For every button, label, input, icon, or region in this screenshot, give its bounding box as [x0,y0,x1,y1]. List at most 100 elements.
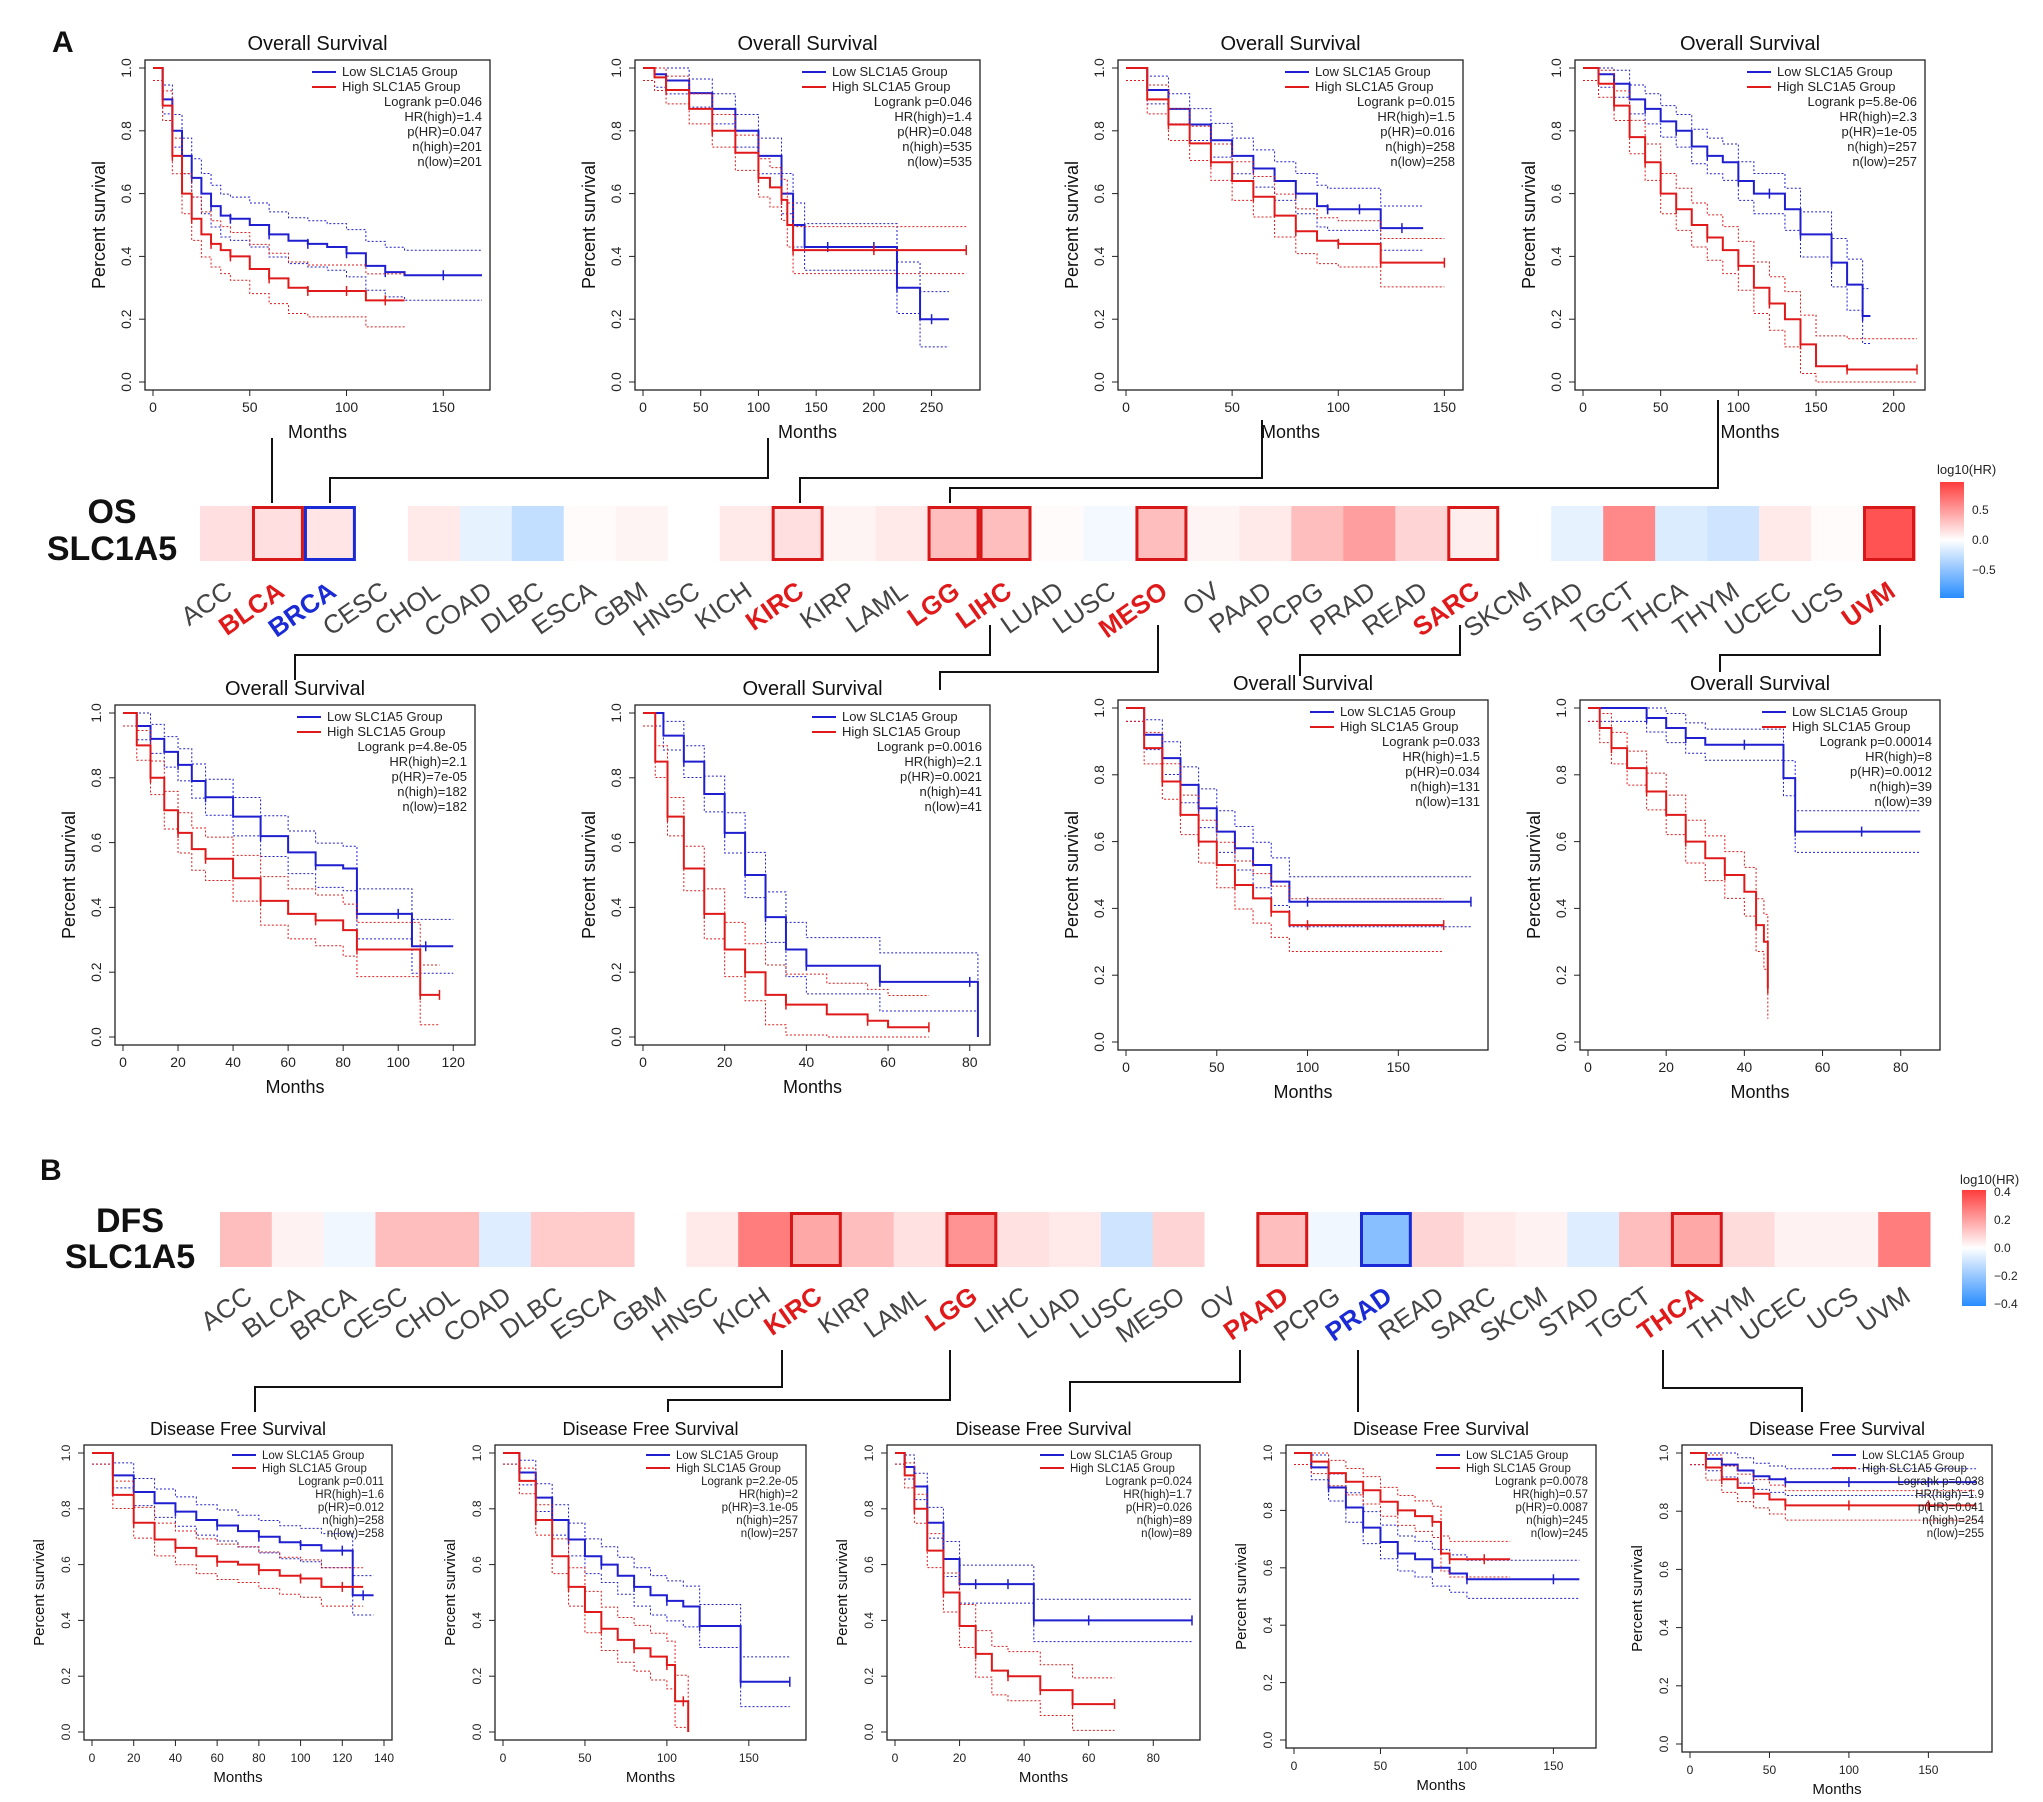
y-tick-label: 1.0 [1657,1444,1671,1461]
km-plot-paad-dfs: Disease Free Survival 0 20 40 60 80 Months 0.0 0… [834,1419,1201,1786]
ci-upper-high [643,712,929,996]
x-tick-label: 120 [332,1751,352,1765]
legend-entry: Low SLC1A5 Group [832,64,948,79]
legend-entry: Low SLC1A5 Group [1340,704,1456,719]
heat-cell-hnsc [686,1212,739,1267]
legend-entry: High SLC1A5 Group [1862,1463,1967,1475]
stat-annotation: Logrank p=5.8e-06 [1807,94,1917,109]
legend-entry: High SLC1A5 Group [1792,719,1911,734]
stat-annotation: p(HR)=1e-05 [1841,124,1917,139]
connector-line [1299,625,1461,676]
heat-cell-lihc [979,506,1033,561]
y-tick-label: 0.0 [88,1027,104,1047]
legend-entry: High SLC1A5 Group [832,79,951,94]
x-tick-label: 0 [1579,399,1587,415]
heat-cell-cesc [375,1212,428,1267]
heat-cell-luad [1049,1212,1102,1267]
ci-lower-low [1588,720,1921,853]
os-heatmap-title-line1: OS [87,493,136,531]
y-axis-label: Percent survival [442,1539,459,1646]
legend-entry: Low SLC1A5 Group [676,1450,778,1462]
x-tick-label: 50 [1209,1059,1225,1075]
heat-cell-kich [738,1212,791,1267]
y-tick-label: 0.8 [470,1500,484,1517]
x-axis-label: Months [1812,1781,1861,1798]
heat-cell-dlbc [530,1212,584,1267]
y-tick-label: 0.4 [1553,898,1569,918]
stat-annotation: n(low)=535 [907,154,972,169]
x-axis-label: Months [626,1769,675,1786]
plot-frame [634,59,981,391]
x-tick-label: 20 [127,1751,141,1765]
stat-annotation: n(low)=182 [402,799,467,814]
ci-upper-high [503,1452,689,1705]
heat-cell-lgg [927,506,981,561]
stat-annotation: n(high)=257 [736,1515,798,1527]
legend-entry: Low SLC1A5 Group [1777,64,1893,79]
dfs-legend-tick: 0.4 [1994,1185,2011,1199]
heat-highlight-meso [1135,506,1188,561]
y-tick-label: 0.8 [608,768,624,788]
heat-cell-coad [479,1212,532,1267]
heat-cell-tgct [1603,506,1656,561]
legend-entry: High SLC1A5 Group [1315,79,1434,94]
heat-cell-ucec [1759,506,1812,561]
y-axis-label: Percent survival [1233,1543,1250,1650]
connector-lines [254,400,1881,1412]
km-plot-lgg-dfs: Disease Free Survival 0 50 100 150 Months 0.0 0… [442,1419,807,1786]
x-tick-label: 100 [387,1054,411,1070]
x-tick-label: 20 [953,1751,967,1765]
x-tick-label: 20 [717,1054,733,1070]
km-plot-blca-os: Overall Survival 0 50 100 150 Months 0.0 0.2 0.4… [89,33,491,442]
stat-annotation: Logrank p=0.0078 [1495,1476,1588,1488]
y-tick-label: 0.2 [608,309,624,329]
y-tick-label: 0.4 [1548,246,1564,266]
y-axis-label: Percent survival [579,161,599,289]
y-tick-label: 0.4 [608,246,624,266]
x-tick-label: 60 [880,1054,896,1070]
y-axis-label: Percent survival [834,1539,851,1646]
y-tick-label: 1.0 [1091,58,1107,78]
heat-cell-skcm [1515,1212,1568,1267]
heat-cell-uvm [1863,506,1916,561]
y-tick-label: 0.6 [88,833,104,853]
survival-curve-high [1126,707,1444,927]
y-tick-label: 0.4 [88,897,104,917]
dfs-legend-tick: 0.2 [1994,1213,2011,1227]
y-tick-label: 0.0 [862,1723,876,1740]
heat-cell-chol [427,1212,480,1267]
heat-cell-blca [271,1212,325,1267]
y-tick-label: 0.4 [1657,1619,1671,1636]
heat-cell-lusc [1100,1212,1154,1267]
heat-highlight-prad [1360,1212,1412,1267]
stat-annotation: p(HR)=0.012 [318,1502,384,1514]
y-axis-label: Percent survival [1062,811,1082,939]
legend-entry: High SLC1A5 Group [1340,719,1459,734]
heat-label-lgg: LGG [919,1280,982,1337]
km-plot-kirc-os: Overall Survival 0 50 100 150 Months 0.0 0.2 0.4… [1062,33,1464,442]
ci-lower-low [1690,1464,1977,1496]
km-plot-prad-dfs: Disease Free Survival 0 50 100 150 Months 0.0 0… [1233,1419,1597,1794]
dfs-legend-bar [1962,1190,1986,1306]
heat-cell-thca [1670,1212,1724,1267]
y-tick-label: 0.6 [1091,184,1107,204]
x-tick-label: 20 [170,1054,186,1070]
heat-label-uvm: UVM [1851,1280,1916,1338]
dfs-legend-title: log10(HR) [1960,1172,2019,1187]
y-tick-label: 0.6 [1657,1561,1671,1578]
x-tick-label: 50 [1763,1763,1777,1777]
y-tick-label: 0.8 [1091,765,1107,785]
plot-frame [494,1444,807,1741]
heat-highlight-lgg [945,1212,998,1267]
y-tick-label: 0.6 [1553,832,1569,852]
x-tick-label: 80 [335,1054,351,1070]
stat-annotation: n(high)=254 [1922,1515,1984,1527]
y-tick-label: 0.8 [1553,765,1569,785]
stat-annotation: p(HR)=7e-05 [391,769,467,784]
stat-annotation: HR(high)=2.1 [904,754,982,769]
ci-lower-low [503,1463,790,1708]
dfs-legend-tick: −0.4 [1994,1297,2018,1311]
y-tick-label: 0.4 [118,246,134,266]
x-axis-label: Months [778,422,837,442]
connector-line [667,1350,951,1412]
